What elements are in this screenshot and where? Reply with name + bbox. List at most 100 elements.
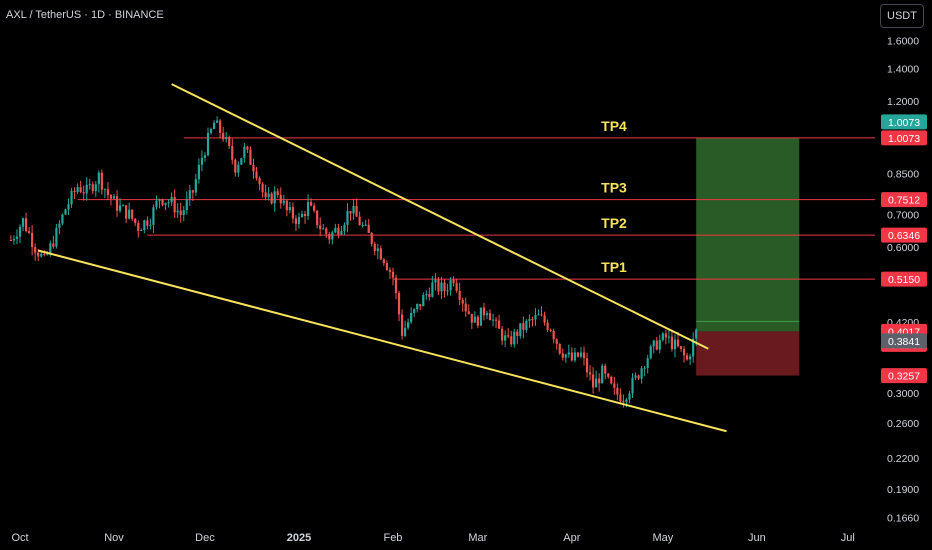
candle-body — [555, 339, 558, 344]
candle-body — [567, 352, 570, 355]
currency-selector[interactable]: USDT — [880, 4, 924, 28]
candle — [379, 245, 382, 261]
candle — [497, 314, 501, 329]
candle-body — [388, 269, 392, 272]
candle — [370, 231, 373, 247]
candle — [261, 182, 264, 198]
time-tick-label: May — [652, 532, 673, 544]
candle — [576, 351, 580, 358]
price-tick-label: 0.3000 — [887, 388, 919, 400]
candle-body — [212, 122, 216, 130]
candle-body — [21, 218, 25, 227]
candle — [479, 307, 483, 326]
candle-body — [501, 328, 504, 341]
candle — [285, 199, 288, 217]
candle — [670, 330, 674, 352]
candle — [182, 205, 185, 222]
candle — [570, 347, 573, 362]
candle-body — [585, 358, 589, 373]
candle — [446, 283, 449, 296]
candle-body — [413, 309, 416, 313]
candle — [294, 215, 298, 232]
candle-body — [461, 299, 464, 304]
candle — [416, 303, 419, 313]
candle-body — [673, 339, 677, 350]
candle — [658, 334, 661, 354]
candle-body — [167, 202, 170, 204]
candle — [579, 347, 583, 359]
candle-body — [282, 200, 285, 204]
candle — [158, 198, 161, 209]
candle-body — [121, 205, 125, 207]
candle-body — [303, 213, 307, 216]
candle-body — [49, 243, 52, 254]
candle — [652, 339, 655, 354]
candle — [128, 202, 131, 220]
candle-body — [631, 377, 634, 394]
candle-body — [215, 120, 219, 123]
candle — [12, 235, 16, 245]
candle — [646, 354, 649, 374]
candle-body — [516, 331, 519, 337]
candle-body — [118, 205, 122, 211]
candle — [76, 183, 79, 195]
candle-body — [109, 195, 113, 199]
candle — [637, 374, 640, 381]
candle-body — [37, 252, 40, 257]
candle-body — [285, 200, 288, 211]
candle-body — [225, 137, 228, 140]
candle-body — [228, 137, 231, 146]
candle-body — [655, 340, 658, 350]
candle — [24, 212, 28, 233]
candle — [613, 376, 616, 395]
candle-body — [61, 214, 64, 224]
candle-body — [106, 189, 110, 196]
candle-body — [361, 224, 364, 226]
candle-body — [519, 323, 522, 337]
candle-body — [125, 205, 128, 219]
candle — [388, 267, 392, 279]
candle — [655, 337, 658, 351]
candle-body — [658, 340, 661, 350]
tp1-badge: 0.5150 — [881, 271, 927, 287]
candle-body — [94, 184, 97, 192]
upper-trendline — [171, 83, 709, 350]
candle-body — [397, 292, 401, 315]
candle — [161, 198, 164, 207]
candle — [97, 170, 100, 193]
candle-body — [431, 282, 434, 297]
candle-body — [46, 253, 49, 255]
candle-body — [364, 224, 367, 226]
candle — [185, 191, 188, 215]
candle-body — [231, 145, 234, 160]
tp2-badge: 0.6346 — [881, 227, 927, 243]
candle-body — [667, 336, 671, 338]
candle-body — [510, 336, 513, 345]
candle — [131, 209, 134, 222]
candle — [146, 216, 149, 230]
candle — [491, 313, 495, 327]
candle — [422, 292, 425, 307]
candle — [616, 383, 619, 401]
candle-body — [24, 218, 28, 232]
candle-body — [467, 311, 470, 314]
candle — [558, 343, 561, 355]
candle-body — [416, 303, 419, 310]
candle — [361, 221, 364, 228]
candle-body — [440, 282, 443, 292]
candle-body — [479, 307, 483, 326]
candle — [243, 142, 246, 163]
candle — [504, 330, 507, 348]
candle-body — [85, 184, 88, 194]
candle — [534, 308, 537, 326]
candle — [209, 127, 213, 135]
candle-body — [300, 213, 304, 218]
candle-body — [155, 200, 158, 208]
candle-body — [607, 373, 610, 377]
level-label-tp4: TP4 — [601, 118, 627, 134]
candle-body — [549, 329, 552, 331]
candle — [413, 308, 416, 317]
candle — [588, 364, 592, 381]
candle — [70, 188, 73, 209]
